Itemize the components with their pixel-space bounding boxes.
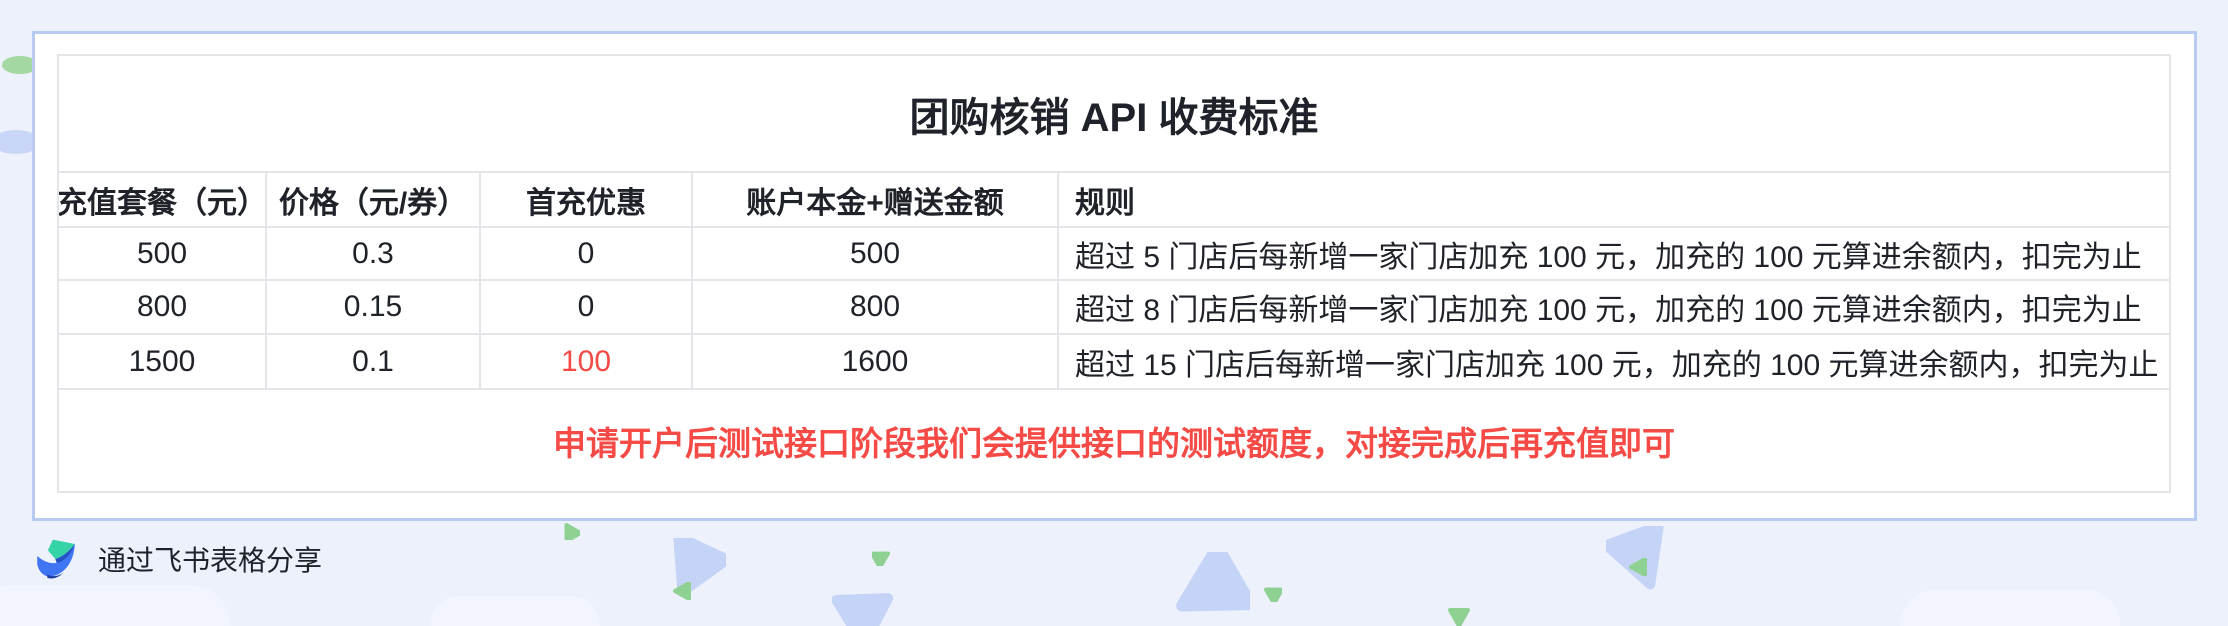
column-header-first-charge: 首充优惠 [481, 173, 693, 228]
triangle-decoration [1629, 558, 1647, 576]
share-footer: 通过飞书表格分享 [36, 538, 322, 580]
cell-rule: 超过 15 门店后每新增一家门店加充 100 元，加充的 100 元算进余额内，… [1059, 335, 2169, 390]
share-label: 通过飞书表格分享 [98, 545, 323, 576]
cell-price: 0.1 [267, 335, 481, 390]
cell-package: 500 [59, 228, 267, 281]
triangle-decoration [1176, 552, 1250, 612]
white-blob-decoration [0, 585, 230, 626]
cell-first-charge: 0 [481, 228, 693, 281]
triangle-decoration [872, 551, 891, 566]
white-blob-decoration [430, 596, 600, 626]
table-title: 团购核销 API 收费标准 [59, 56, 2169, 173]
cell-total: 800 [693, 281, 1059, 335]
cell-first-charge: 0 [481, 281, 693, 335]
cell-rule: 超过 5 门店后每新增一家门店加充 100 元，加充的 100 元算进余额内，扣… [1059, 228, 2169, 281]
triangle-decoration [673, 582, 691, 600]
cell-rule: 超过 8 门店后每新增一家门店加充 100 元，加充的 100 元算进余额内，扣… [1059, 281, 2169, 335]
cell-total: 1600 [693, 335, 1059, 390]
cell-price: 0.3 [267, 228, 481, 281]
triangle-decoration [564, 522, 580, 540]
cell-package: 1500 [59, 335, 267, 390]
column-header-price: 价格（元/券） [267, 173, 481, 228]
feishu-logo-icon [37, 539, 75, 579]
notice-text: 申请开户后测试接口阶段我们会提供接口的测试额度，对接完成后再充值即可 [553, 424, 1675, 462]
triangle-decoration [673, 538, 726, 597]
cell-package: 800 [59, 281, 267, 335]
triangle-decoration [1448, 608, 1470, 626]
triangle-decoration [832, 593, 894, 626]
white-blob-decoration [1900, 590, 2120, 626]
column-header-package: 充值套餐（元） [59, 173, 267, 228]
triangle-decoration [1263, 587, 1282, 602]
cell-first-charge-highlighted: 100 [481, 335, 693, 390]
cell-price: 0.15 [267, 281, 481, 335]
column-header-total: 账户本金+赠送金额 [693, 173, 1059, 228]
column-header-rule: 规则 [1059, 173, 2169, 228]
cell-total: 500 [693, 228, 1059, 281]
pricing-table: 团购核销 API 收费标准 充值套餐（元） 价格（元/券） 首充优惠 账户本金+… [57, 54, 2171, 493]
